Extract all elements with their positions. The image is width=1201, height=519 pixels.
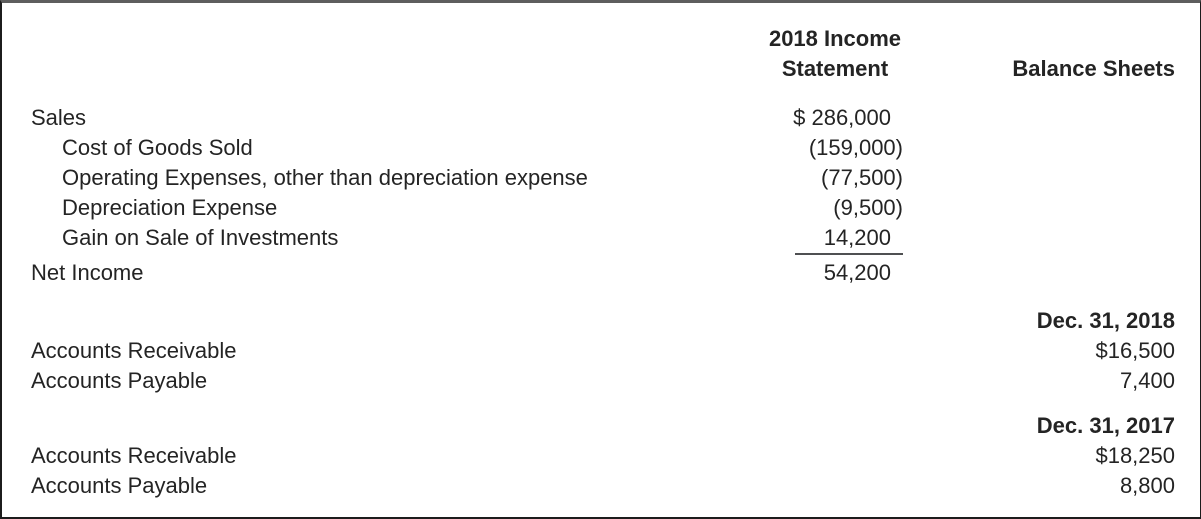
balance-sheet-section-2018: Dec. 31, 2018 Accounts Receivable $16,50… xyxy=(2,306,1200,396)
row-label: Operating Expenses, other than depreciat… xyxy=(62,165,588,190)
row-value-cell: $ 286,000 xyxy=(736,103,906,133)
row-label: Sales xyxy=(31,105,87,130)
row-value-cell: 54,200 xyxy=(736,258,906,288)
row-value: 14,200 xyxy=(823,225,891,250)
section-gap xyxy=(2,288,1200,306)
row-value: (9,500) xyxy=(833,195,903,220)
income-row-net-income: Net Income 54,200 xyxy=(2,258,1200,288)
row-value-cell: (159,000) xyxy=(736,133,906,163)
balance-date-row: Dec. 31, 2017 xyxy=(2,411,1200,441)
balance-row-accounts-receivable: Accounts Receivable $18,250 xyxy=(2,441,1200,471)
balance-row-accounts-payable: Accounts Payable 7,400 xyxy=(2,366,1200,396)
income-row-sales: Sales $ 286,000 xyxy=(2,103,1200,133)
income-statement-section: Sales $ 286,000 Cost of Goods Sold (159,… xyxy=(2,103,1200,288)
row-label: Gain on Sale of Investments xyxy=(62,225,339,250)
subtotal-rule xyxy=(795,253,903,255)
balance-sheets-column-header: Balance Sheets xyxy=(906,24,1200,84)
balance-date-row: Dec. 31, 2018 xyxy=(2,306,1200,336)
balance-row-accounts-receivable: Accounts Receivable $16,500 xyxy=(2,336,1200,366)
row-label: Accounts Receivable xyxy=(31,338,237,363)
income-row-operating-expenses: Operating Expenses, other than depreciat… xyxy=(2,163,1200,193)
row-value: 8,800 xyxy=(1119,473,1175,498)
income-statement-column-header: 2018 Income Statement xyxy=(768,26,902,81)
column-header-row: 2018 Income Statement Balance Sheets xyxy=(2,3,1200,84)
row-label: Net Income xyxy=(31,260,144,285)
balance-date-2018: Dec. 31, 2018 xyxy=(1036,308,1175,333)
balance-row-accounts-payable: Accounts Payable 8,800 xyxy=(2,471,1200,501)
section-gap xyxy=(2,396,1200,411)
header-spacer xyxy=(2,24,736,84)
income-row-cogs: Cost of Goods Sold (159,000) xyxy=(2,133,1200,163)
row-value: (77,500) xyxy=(821,165,903,190)
row-value: 7,400 xyxy=(1119,368,1175,393)
row-value: $16,500 xyxy=(1095,338,1175,363)
row-label: Depreciation Expense xyxy=(62,195,278,220)
balance-sheets-header-label: Balance Sheets xyxy=(1012,56,1175,81)
subtotal-rule-row xyxy=(2,253,1200,258)
row-value: (159,000) xyxy=(808,135,903,160)
row-label: Accounts Payable xyxy=(31,473,208,498)
row-value-cell: (9,500) xyxy=(736,193,906,223)
income-row-gain-on-sale: Gain on Sale of Investments 14,200 xyxy=(2,223,1200,253)
balance-sheet-section-2017: Dec. 31, 2017 Accounts Receivable $18,25… xyxy=(2,411,1200,501)
income-row-depreciation: Depreciation Expense (9,500) xyxy=(2,193,1200,223)
row-label: Cost of Goods Sold xyxy=(62,135,253,160)
row-value-cell: 14,200 xyxy=(736,223,906,253)
row-value-cell: (77,500) xyxy=(736,163,906,193)
row-value: $ 286,000 xyxy=(793,105,891,130)
row-value: $18,250 xyxy=(1095,443,1175,468)
row-value: 54,200 xyxy=(823,260,891,285)
balance-date-2017: Dec. 31, 2017 xyxy=(1036,413,1175,438)
row-label: Accounts Receivable xyxy=(31,443,237,468)
row-label: Accounts Payable xyxy=(31,368,208,393)
